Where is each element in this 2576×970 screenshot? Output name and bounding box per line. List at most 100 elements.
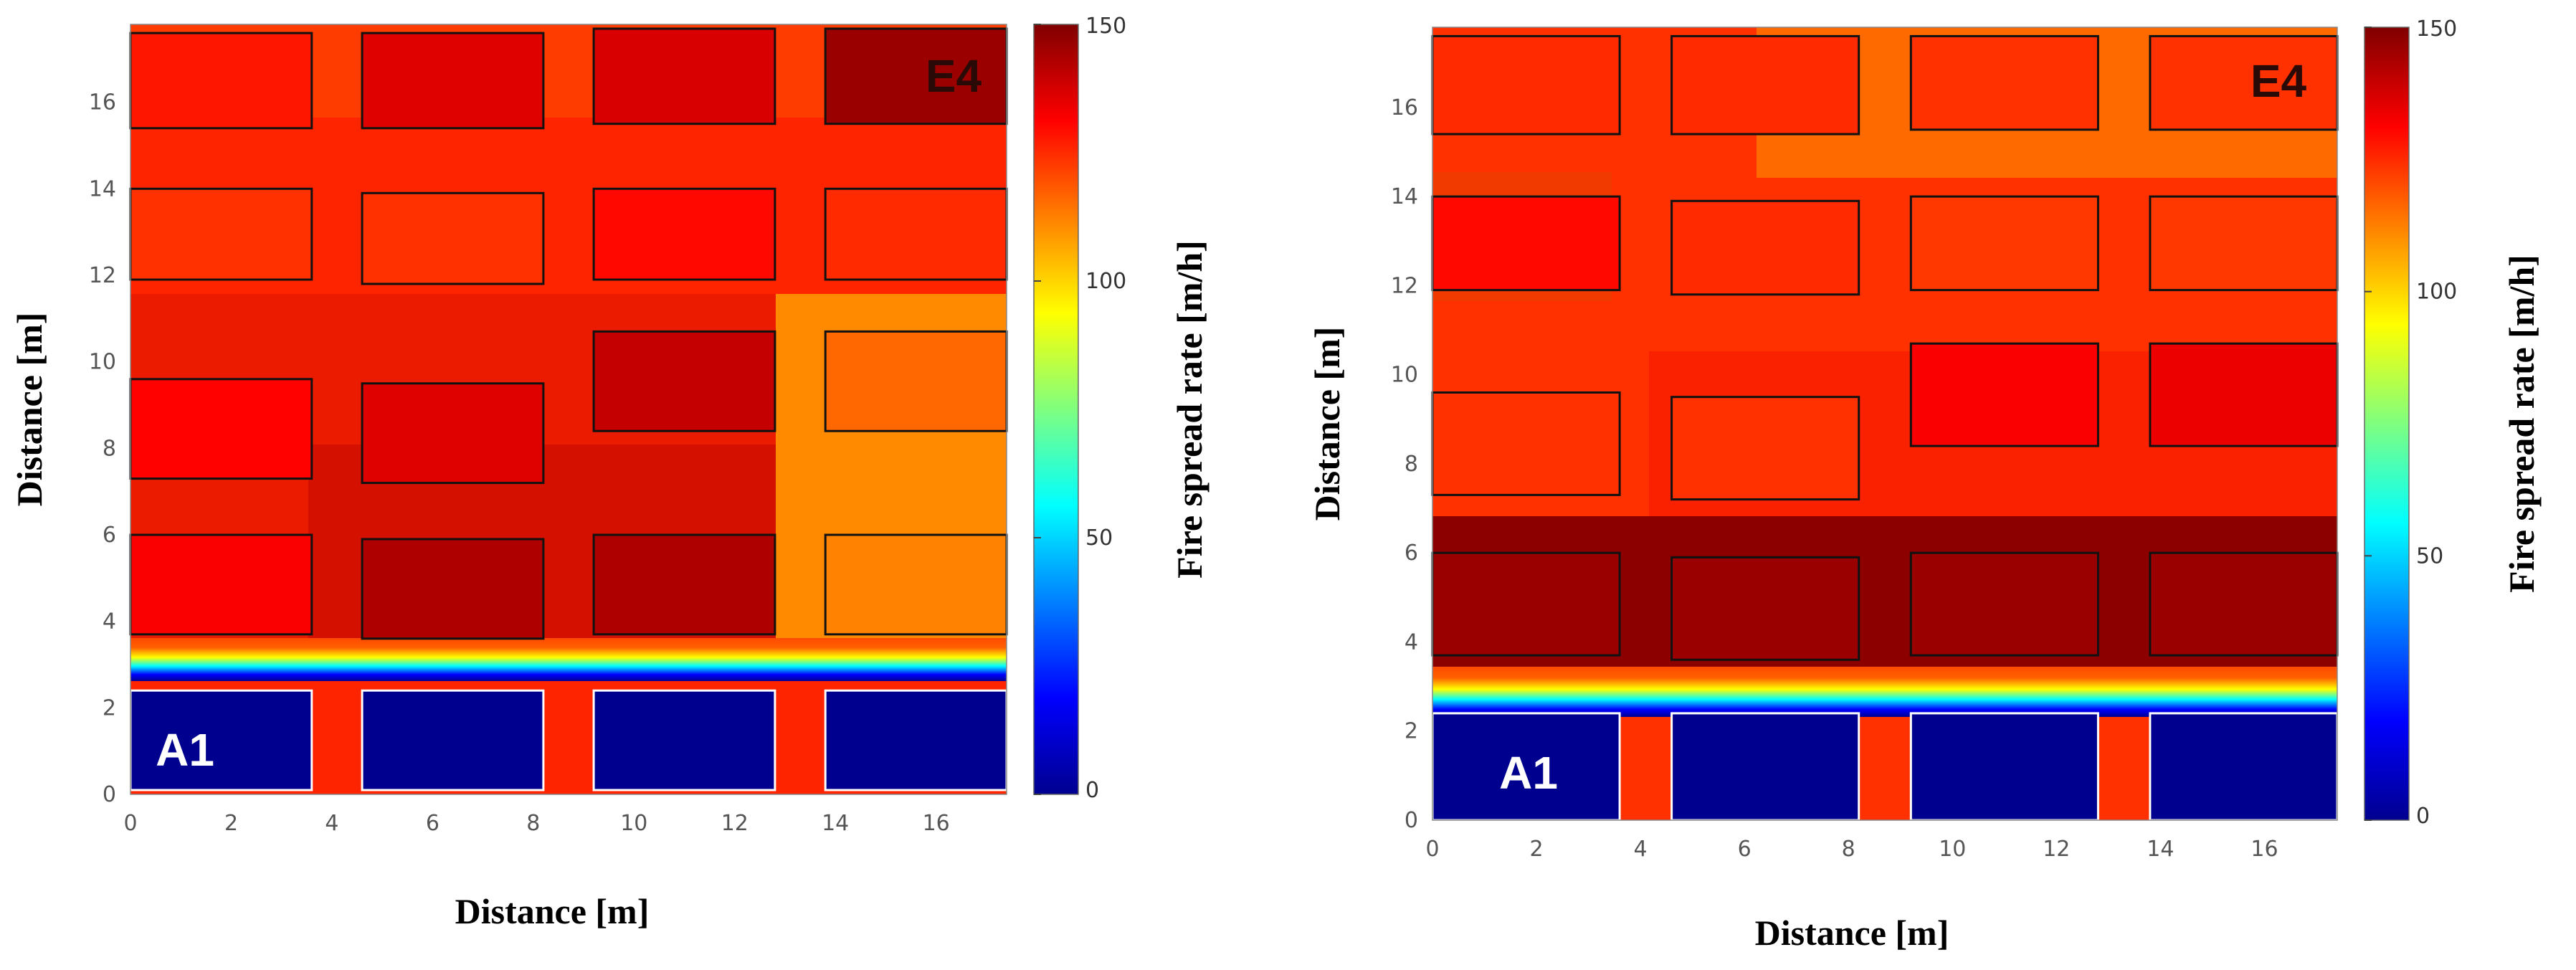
left-building-11 (592, 330, 776, 432)
left-building-7 (592, 533, 776, 636)
left-x-tick-label: 2 (224, 811, 238, 836)
right-colorbar: 150 100 50 0 Fire spread rate [m/h] (2364, 16, 2542, 829)
right-building-1 (1431, 712, 1621, 822)
left-y-tick-label: 16 (89, 90, 116, 115)
left-y-axis-label: Distance [m] (9, 313, 49, 507)
left-colorbar-gradient (1033, 24, 1079, 795)
left-x-tick-label: 8 (526, 811, 540, 836)
left-buildings (129, 27, 1008, 791)
right-panel: A1 E4 0 2 4 6 8 10 12 14 16 0 2 4 6 8 10 12 14 16 Distan… (1307, 16, 2542, 953)
right-building-6 (1670, 556, 1860, 661)
left-y-tick-label: 8 (103, 436, 116, 461)
right-x-tick-labels: 0 2 4 6 8 10 12 14 16 (1425, 837, 2278, 862)
right-building-5 (1431, 551, 1621, 657)
right-x-tick-label: 8 (1842, 837, 1855, 862)
right-buildings (1431, 34, 2339, 822)
left-y-tick-label: 2 (103, 695, 116, 721)
right-building-19 (1909, 34, 2099, 131)
left-y-tick-labels: 0 2 4 6 8 10 12 14 16 (89, 90, 116, 807)
right-zone-label-a1: A1 (1499, 747, 1558, 799)
left-building-18 (361, 32, 545, 130)
left-y-tick-label: 6 (103, 523, 116, 548)
right-x-tick-label: 0 (1425, 837, 1439, 862)
left-colorbar-tick-label: 150 (1085, 14, 1126, 39)
left-building-14 (361, 191, 545, 285)
left-zone-label-e4: E4 (926, 50, 982, 102)
left-building-4 (824, 689, 1008, 791)
left-colorbar-label: Fire spread rate [m/h] (1169, 240, 1209, 579)
right-building-13 (1431, 195, 1621, 292)
right-building-7 (1909, 551, 2099, 657)
left-building-5 (129, 533, 313, 636)
right-x-tick-label: 4 (1634, 837, 1648, 862)
right-x-tick-label: 14 (2147, 837, 2174, 862)
right-plot-frame (1432, 27, 2338, 821)
right-y-tick-label: 8 (1405, 452, 1418, 477)
right-building-11 (1909, 342, 2099, 447)
left-colorbar: 150 100 50 0 Fire spread rate [m/h] (1033, 14, 1209, 803)
right-y-tick-label: 14 (1391, 184, 1418, 209)
left-x-tick-label: 14 (822, 811, 849, 836)
right-building-16 (2149, 195, 2339, 292)
left-x-tick-label: 16 (923, 811, 950, 836)
right-y-tick-label: 10 (1391, 363, 1418, 388)
left-building-15 (592, 187, 776, 281)
left-x-tick-label: 0 (123, 811, 137, 836)
right-x-tick-label: 2 (1530, 837, 1544, 862)
left-building-2 (361, 689, 545, 791)
right-x-tick-label: 10 (1939, 837, 1966, 862)
left-y-tick-label: 14 (89, 176, 116, 201)
right-y-tick-label: 12 (1391, 273, 1418, 298)
right-x-tick-label: 12 (2043, 837, 2070, 862)
left-building-16 (824, 187, 1008, 281)
left-colorbar-tick-labels: 150 100 50 0 (1034, 14, 1126, 803)
left-colorbar-tick-label: 50 (1085, 526, 1113, 551)
right-y-tick-label: 4 (1405, 630, 1418, 655)
right-y-tick-label: 0 (1405, 808, 1418, 833)
right-building-3 (1909, 712, 2099, 822)
left-x-tick-label: 10 (620, 811, 647, 836)
left-building-13 (129, 187, 313, 281)
right-colorbar-tick-labels: 150 100 50 0 (2364, 16, 2457, 829)
left-zone-label-a1: A1 (156, 724, 214, 776)
right-building-18 (1670, 34, 1860, 135)
left-building-20 (824, 27, 1008, 125)
left-building-6 (361, 538, 545, 640)
left-x-tick-label: 4 (325, 811, 338, 836)
right-colorbar-tick-label: 150 (2416, 16, 2457, 42)
left-y-tick-label: 12 (89, 263, 116, 288)
left-x-tick-labels: 0 2 4 6 8 10 12 14 16 (123, 811, 949, 836)
right-building-4 (2149, 712, 2339, 822)
left-y-tick-label: 4 (103, 609, 116, 634)
right-y-axis-label: Distance [m] (1307, 327, 1347, 521)
left-x-tick-label: 12 (721, 811, 748, 836)
right-colorbar-tick-label: 0 (2416, 804, 2430, 829)
left-x-tick-label: 6 (426, 811, 439, 836)
left-panel: A1 E4 0 2 4 6 8 10 12 14 16 0 2 4 6 8 10 12 14 16 Distan… (9, 14, 1209, 931)
left-building-10 (361, 382, 545, 485)
left-x-axis-label: Distance [m] (455, 891, 650, 931)
left-heatmap: A1 E4 (129, 24, 1008, 795)
right-building-15 (1909, 195, 2099, 292)
right-building-9 (1431, 391, 1621, 496)
right-x-axis-label: Distance [m] (1755, 913, 1949, 953)
right-y-tick-label: 6 (1405, 541, 1418, 566)
right-building-2 (1670, 712, 1860, 822)
right-colorbar-gradient (2364, 27, 2410, 821)
right-transition-band (1432, 667, 2337, 717)
right-building-8 (2149, 551, 2339, 657)
right-x-tick-label: 16 (2251, 837, 2278, 862)
right-building-10 (1670, 396, 1860, 501)
left-building-8 (824, 533, 1008, 636)
left-y-tick-label: 0 (103, 782, 116, 807)
right-building-17 (1431, 34, 1621, 135)
left-y-tick-label: 10 (89, 350, 116, 375)
left-building-19 (592, 27, 776, 125)
right-colorbar-label: Fire spread rate [m/h] (2501, 255, 2542, 593)
right-x-tick-label: 6 (1738, 837, 1752, 862)
right-building-12 (2149, 342, 2339, 447)
left-transition-band (130, 638, 1007, 681)
left-building-17 (129, 32, 313, 130)
left-building-12 (824, 330, 1008, 432)
